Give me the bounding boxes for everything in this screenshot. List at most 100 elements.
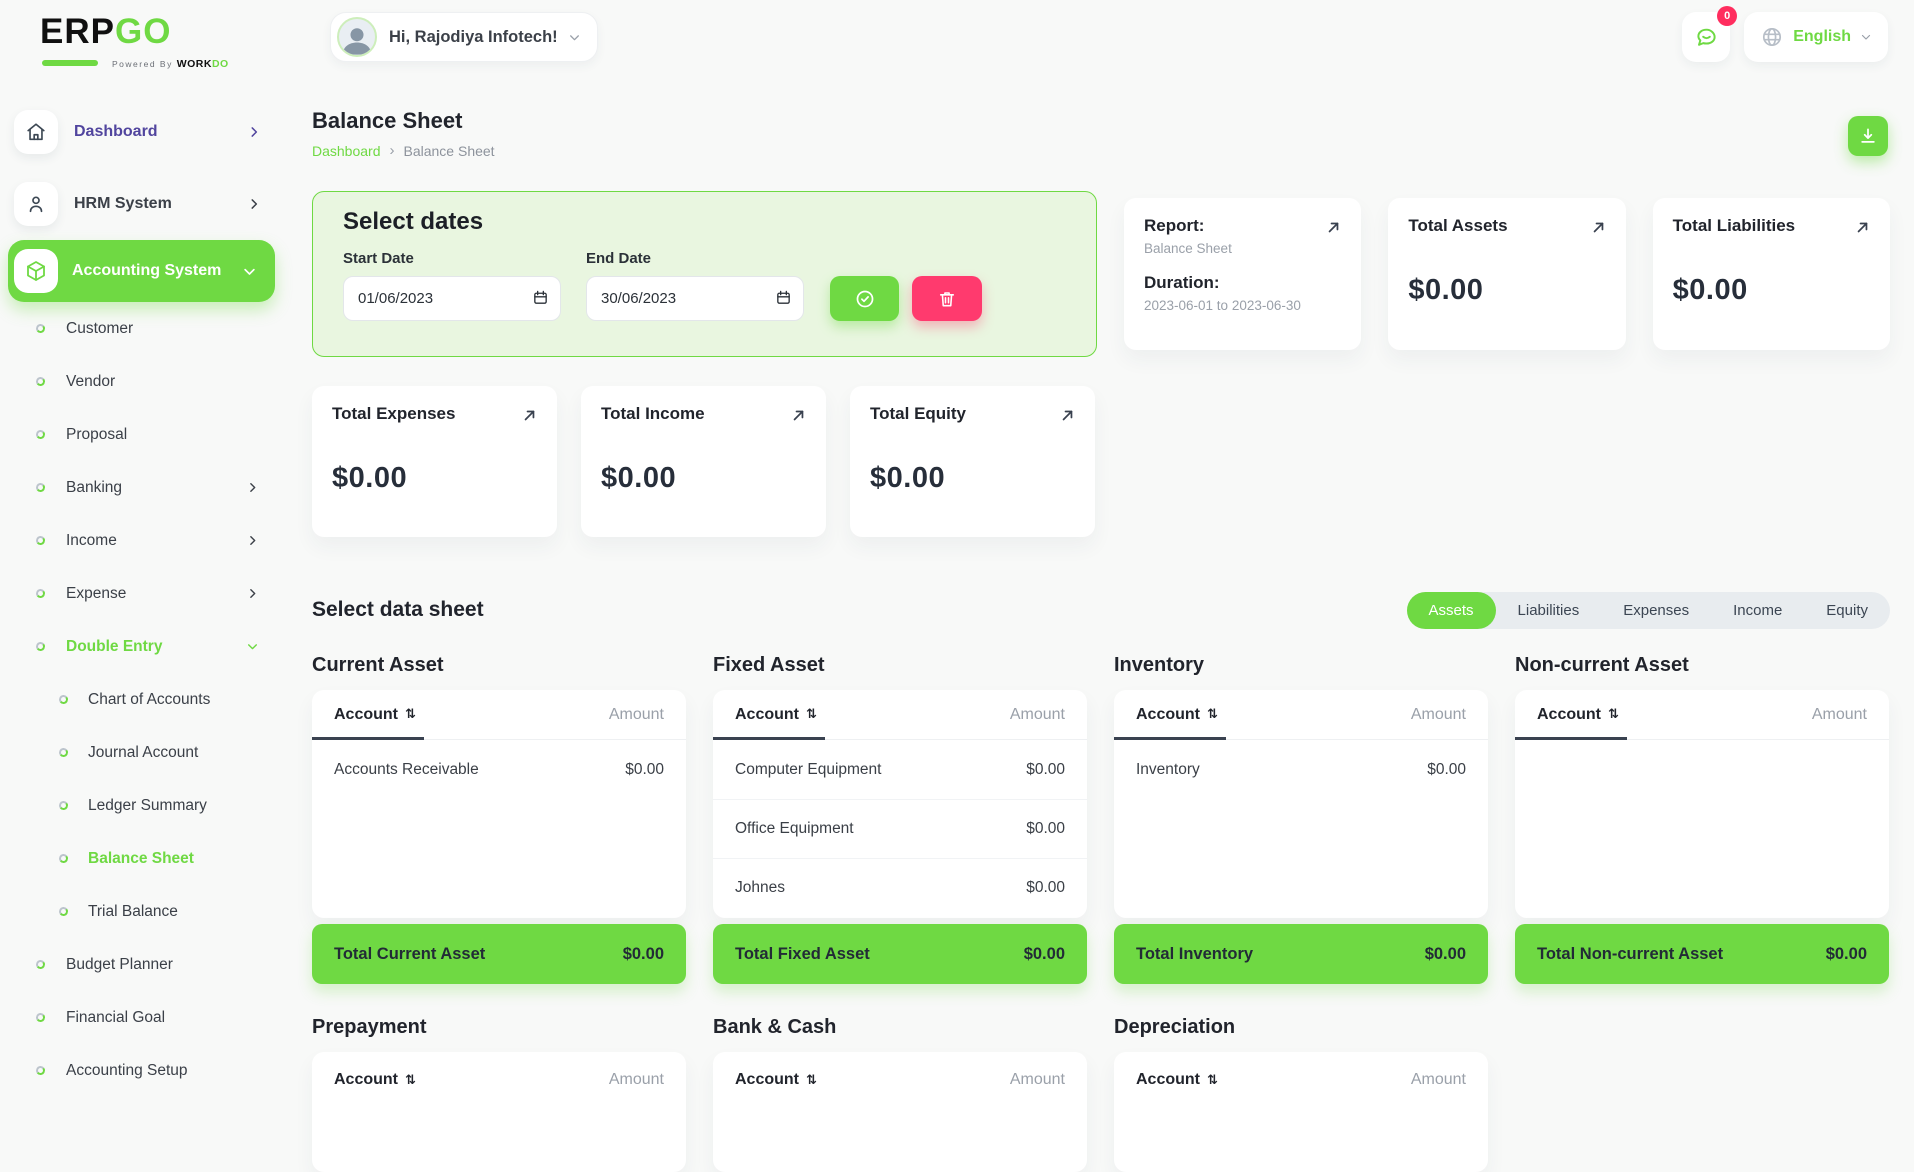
bullet-icon [58,853,69,864]
bullet-icon [35,535,46,546]
sidebar-item-income[interactable]: Income [0,514,285,567]
fixed-asset-total-bar: Total Fixed Asset $0.00 [713,924,1087,984]
sidebar-item-journal-account[interactable]: Journal Account [0,726,285,779]
fixed-asset-table: Account ⇅ Amount Computer Equipment $0.00… [713,690,1087,918]
sidebar-item-label: Banking [66,478,123,496]
chevron-down-icon [246,640,259,653]
arrow-up-right-icon[interactable] [520,406,539,425]
current-asset-total-bar: Total Current Asset $0.00 [312,924,686,984]
sort-icon: ⇅ [806,707,817,722]
account-column-header[interactable]: Account ⇅ [334,705,416,723]
amount-column-header: Amount [608,705,664,723]
sidebar-item-accounting-setup[interactable]: Accounting Setup [0,1044,285,1097]
non-current-asset-section: Non-current Asset Account ⇅ Amount Total … [1515,654,1889,984]
account-column-header[interactable]: Account ⇅ [1136,1071,1218,1088]
sidebar-item-proposal[interactable]: Proposal [0,408,285,461]
notification-badge: 0 [1717,6,1738,26]
table-row: Accounts Receivable $0.00 [312,740,686,799]
sidebar-item-hrm-system[interactable]: HRM System [0,168,285,240]
bullet-icon [35,482,46,493]
account-name: Accounts Receivable [334,760,479,778]
depreciation-table: Account ⇅ Amount [1114,1052,1488,1172]
sidebar-item-chart-of-accounts[interactable]: Chart of Accounts [0,673,285,726]
arrow-up-right-icon[interactable] [1324,218,1343,237]
tab-income[interactable]: Income [1733,602,1783,619]
cube-icon [14,249,58,293]
bullet-icon [35,376,46,387]
logo-text: ERPGO [40,12,172,51]
sidebar-item-banking[interactable]: Banking [0,461,285,514]
sidebar-item-expense[interactable]: Expense [0,567,285,620]
tab-expenses[interactable]: Expenses [1623,602,1690,619]
sidebar-item-dashboard[interactable]: Dashboard [0,96,285,168]
total-assets-card: Total Assets $0.00 [1388,198,1626,350]
sort-icon: ⇅ [405,1072,416,1088]
account-column-header[interactable]: Account ⇅ [1537,705,1619,723]
arrow-up-right-icon[interactable] [1058,406,1077,425]
sidebar-item-label: HRM System [74,195,172,212]
total-label: Total Inventory [1136,944,1254,963]
tab-assets[interactable]: Assets [1406,592,1496,629]
chevron-right-icon [246,534,259,547]
app-logo[interactable]: ERPGO Powered By WORKDO [40,12,228,71]
language-selector[interactable]: English [1744,12,1888,62]
account-column-header[interactable]: Account ⇅ [334,1071,416,1088]
stat-value: $0.00 [870,462,946,494]
sidebar-item-budget-planner[interactable]: Budget Planner [0,938,285,991]
page-title: Balance Sheet [312,108,463,133]
report-value: Balance Sheet [1144,241,1232,256]
sidebar-item-label: Trial Balance [88,902,178,920]
total-value: $0.00 [1023,944,1065,963]
stat-value: $0.00 [601,462,677,494]
sidebar-item-financial-goal[interactable]: Financial Goal [0,991,285,1044]
sidebar-item-accounting-system[interactable]: Accounting System [8,240,275,302]
select-dates-card: Select dates Start Date End Date [312,191,1097,357]
sidebar-item-label: Income [66,531,117,549]
stat-label: Total Income [601,404,705,423]
duration-label: Duration: [1144,273,1220,292]
chevron-right-icon [246,587,259,600]
messages-button[interactable]: 0 [1682,6,1738,62]
avatar [337,17,377,57]
account-amount: $0.00 [1427,760,1466,778]
amount-column-header: Amount [1009,1071,1065,1088]
apply-filter-button[interactable] [830,276,899,321]
sidebar-item-label: Financial Goal [66,1008,166,1026]
table-row: Computer Equipment $0.00 [713,740,1087,799]
arrow-up-right-icon[interactable] [1589,218,1608,237]
download-button[interactable] [1848,116,1888,156]
sidebar-item-balance-sheet[interactable]: Balance Sheet [0,832,285,885]
sidebar-item-double-entry[interactable]: Double Entry [0,620,285,673]
sidebar-item-vendor[interactable]: Vendor [0,355,285,408]
breadcrumb-dashboard-link[interactable]: Dashboard [312,142,381,159]
clear-filter-button[interactable] [912,276,982,321]
report-card: Report: Balance Sheet Duration: 2023-06-… [1124,198,1362,350]
breadcrumb: Dashboard › Balance Sheet [312,142,495,159]
section-title: Inventory [1114,654,1205,676]
sidebar-item-customer[interactable]: Customer [0,302,285,355]
chevron-right-icon [247,197,261,211]
trash-icon [937,289,957,309]
user-menu[interactable]: Hi, Rajodiya Infotech! [330,12,598,62]
bullet-icon [35,1012,46,1023]
tab-equity[interactable]: Equity [1826,602,1868,619]
account-column-header[interactable]: Account ⇅ [735,1071,817,1088]
arrow-up-right-icon[interactable] [1853,218,1872,237]
tab-liabilities[interactable]: Liabilities [1517,602,1580,619]
stat-value: $0.00 [1408,274,1484,306]
account-column-header[interactable]: Account ⇅ [1136,705,1218,723]
bullet-icon [35,323,46,334]
end-date-input[interactable] [586,276,804,321]
check-circle-icon [854,288,876,310]
sidebar-item-trial-balance[interactable]: Trial Balance [0,885,285,938]
stat-value: $0.00 [332,462,408,494]
sidebar-item-ledger-summary[interactable]: Ledger Summary [0,779,285,832]
arrow-up-right-icon[interactable] [789,406,808,425]
bullet-icon [35,959,46,970]
sort-icon: ⇅ [405,707,416,722]
account-name: Computer Equipment [735,760,882,778]
start-date-input[interactable] [343,276,561,321]
chevron-down-icon [568,31,581,44]
fixed-asset-section: Fixed Asset Account ⇅ Amount Computer Equ… [713,654,1087,984]
account-column-header[interactable]: Account ⇅ [735,705,817,723]
